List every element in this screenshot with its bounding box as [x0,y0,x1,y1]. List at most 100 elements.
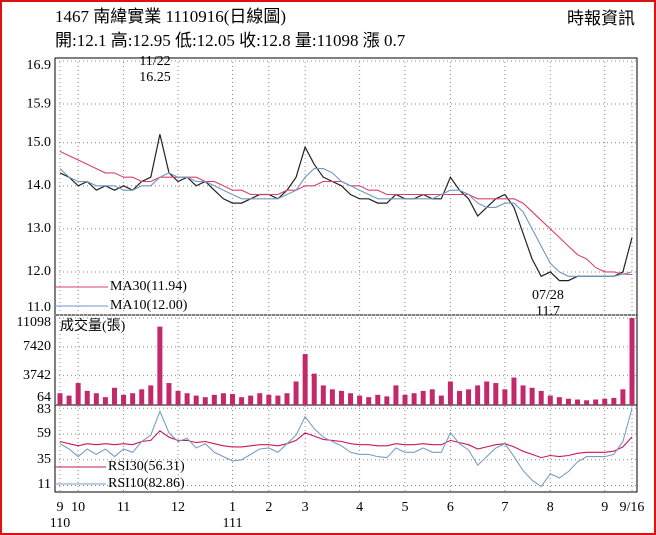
volume-bar [620,389,626,405]
x-tick-label: 11 [117,500,130,515]
panel-title: 成交量(張) [60,317,126,334]
volume-bar [220,393,226,405]
volume-bar [175,390,181,405]
volume-bar [293,381,299,405]
y-tick-label: 11098 [17,315,51,330]
volume-bar [184,393,190,405]
source: 時報資訊 [567,9,635,28]
volume-bar [502,389,508,405]
y-tick-label: 11 [38,477,51,492]
volume-bar [402,394,408,405]
volume-bar [121,394,127,405]
volume-bar [148,385,154,405]
volume-bar [193,395,199,405]
volume-bar [84,390,90,405]
annotation-date: 11/22 [139,54,170,69]
y-tick-label: 7420 [23,339,51,354]
volume-bar [230,394,236,405]
y-tick-label: 35 [37,452,51,467]
legend-label: MA10(12.00) [110,298,188,313]
year-label: 111 [223,516,243,531]
volume-bar [447,381,453,405]
volume-bar [511,377,517,405]
annotation-date: 07/28 [532,288,564,303]
year-label: 110 [50,516,70,531]
volume-bar [357,395,363,405]
volume-bar [565,398,571,405]
y-tick-label: 13.0 [27,221,52,236]
y-tick-label: 15.9 [27,96,52,111]
x-tick-label: 7 [501,500,508,515]
volume-bar [75,383,81,405]
volume-bar [493,383,499,405]
volume-bar [130,393,136,405]
volume-bar [556,397,562,405]
series-line [59,134,633,282]
volume-bar [366,397,372,405]
volume-bar [393,385,399,405]
legend-label: RSI30(56.31) [108,459,185,474]
volume-bar [375,394,381,405]
volume-bar [257,393,263,405]
volume-bar [466,389,472,405]
series-line [59,408,633,488]
annotation-value: 11.7 [536,304,560,319]
volume-bar [66,395,72,405]
volume-bar [538,390,544,405]
volume-bar [420,390,426,405]
volume-bar [348,393,354,405]
volume-bar [157,326,163,405]
volume-bar [475,385,481,405]
title: 1467 南緯實業 1110916(日線圖) [55,7,286,26]
x-tick-label: 6 [447,500,454,515]
x-tick-label: 3 [302,500,309,515]
y-tick-label: 16.9 [27,58,52,73]
volume-bar [429,389,435,405]
volume-bar [311,373,317,405]
x-tick-label: 9 [57,500,64,515]
volume-bar [139,389,145,405]
y-tick-label: 12.0 [27,264,52,279]
volume-bar [266,394,272,405]
volume-bar [611,397,617,405]
volume-bar [93,393,99,405]
volume-bar [547,395,553,405]
y-tick-label: 3742 [23,368,51,383]
volume-bar [102,397,108,405]
volume-bar [284,393,290,405]
volume-bar [456,390,462,405]
x-tick-label: 1 [229,500,236,515]
volume-bar [57,393,63,405]
volume-bar [211,394,217,405]
volume-bar [384,396,390,405]
y-tick-label: 14.0 [27,178,52,193]
volume-bar [529,387,535,405]
legend-label: MA30(11.94) [110,279,187,294]
volume-bar [411,393,417,405]
volume-bar [593,399,599,405]
series-line [59,430,633,459]
volume-bar [584,400,590,405]
volume-bar [438,395,444,405]
y-tick-label: 83 [37,402,51,417]
x-tick-label: 9 [601,500,608,515]
volume-bar [239,397,245,405]
volume-bar [338,390,344,405]
y-tick-label: 11.0 [27,300,51,315]
volume-bar [302,354,308,405]
volume-bar [484,381,490,405]
x-tick-label: 8 [547,500,554,515]
volume-bar [602,398,608,405]
y-tick-label: 59 [37,426,51,441]
x-tick-label: 4 [356,500,363,515]
volume-bar [320,385,326,405]
quote: 開:12.1 高:12.95 低:12.05 收:12.8 量:11098 漲 … [55,31,406,50]
x-tick-label: 10 [71,500,85,515]
x-tick-label: 9/16 [620,500,645,515]
y-tick-label: 64 [37,390,51,405]
y-tick-label: 15.0 [27,135,52,150]
volume-bar [629,318,635,405]
x-tick-label: 2 [265,500,272,515]
volume-bar [248,395,254,405]
